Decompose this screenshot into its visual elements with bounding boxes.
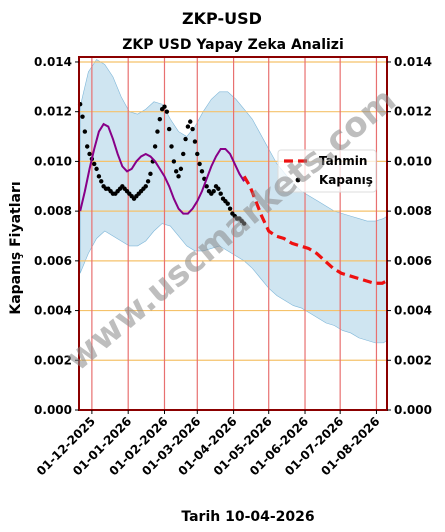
kapanis-point — [148, 171, 153, 177]
page-title: ZKP-USD — [182, 9, 262, 28]
y-tick-label-right: 0.000 — [394, 403, 432, 417]
kapanis-point — [87, 151, 92, 157]
kapanis-point — [145, 179, 151, 184]
kapanis-point — [190, 126, 195, 132]
kapanis-point — [183, 136, 188, 142]
kapanis-point — [216, 186, 221, 191]
chart-title: ZKP USD Yapay Zeka Analizi — [122, 37, 344, 53]
kapanis-point — [171, 159, 177, 164]
legend-kapanis-swatch — [295, 177, 301, 183]
kapanis-point — [166, 126, 172, 132]
kapanis-point — [197, 161, 202, 167]
y-tick-label: 0.004 — [34, 304, 72, 318]
kapanis-point — [199, 169, 205, 174]
y-tick-label: 0.012 — [34, 105, 72, 119]
kapanis-point — [241, 221, 247, 226]
kapanis-point — [80, 114, 85, 119]
legend-kapanis-label: Kapanış — [319, 173, 373, 187]
kapanis-point — [85, 144, 90, 149]
tahmin-line — [242, 175, 388, 285]
kapanis-point — [195, 151, 200, 157]
y-tick-label: 0.000 — [34, 403, 72, 417]
kapanis-point — [176, 174, 181, 179]
plot-area: 0.000 0.000 0.002 0.002 0.004 0.004 0.006 0.006… — [34, 55, 432, 478]
y-tick-label: 0.010 — [34, 154, 72, 168]
y-tick-label-right: 0.004 — [394, 304, 432, 318]
kapanis-point — [204, 184, 209, 189]
kapanis-point — [188, 119, 193, 124]
kapanis-point — [178, 166, 184, 172]
kapanis-point — [92, 161, 97, 167]
y-tick-label: 0.008 — [34, 204, 72, 218]
y-tick-label-right: 0.014 — [394, 55, 432, 69]
plot-frame — [78, 56, 388, 411]
y-tick-label-right: 0.006 — [394, 254, 432, 268]
kapanis-point — [227, 206, 233, 211]
kapanis-point — [152, 144, 158, 149]
x-axis-label: Tarih 10-04-2026 — [181, 509, 314, 525]
y-tick-label-right: 0.002 — [394, 353, 432, 367]
kapanis-point — [82, 129, 88, 134]
y-axis-label: Kapanış Fiyatları — [8, 181, 24, 314]
y-tick-label: 0.014 — [34, 55, 72, 69]
kapanis-point — [157, 116, 163, 122]
y-tick-label: 0.006 — [34, 254, 72, 268]
kapanis-point — [164, 109, 170, 114]
y-tick-label-right: 0.012 — [394, 105, 432, 119]
y-tick-label-right: 0.010 — [394, 154, 432, 168]
kapanis-point — [218, 191, 223, 196]
kapanis-point — [99, 179, 104, 184]
kapanis-point — [94, 166, 99, 172]
kapanis-point — [225, 201, 230, 206]
kapanis-point — [181, 151, 186, 157]
kapanis-point — [192, 139, 198, 144]
kapanis-point — [211, 189, 216, 194]
kapanis-point — [174, 169, 179, 174]
kapanis-point — [162, 104, 167, 109]
kapanis-point — [155, 129, 160, 134]
kapanis-point — [143, 184, 148, 189]
legend-tahmin-label: Tahmin — [319, 154, 367, 168]
y-tick-label-right: 0.008 — [394, 204, 432, 218]
kapanis-point — [96, 174, 102, 179]
trend-line — [79, 122, 245, 215]
kapanis-point — [169, 144, 174, 149]
kapanis-point — [185, 124, 191, 129]
y-tick-label: 0.002 — [34, 353, 72, 367]
